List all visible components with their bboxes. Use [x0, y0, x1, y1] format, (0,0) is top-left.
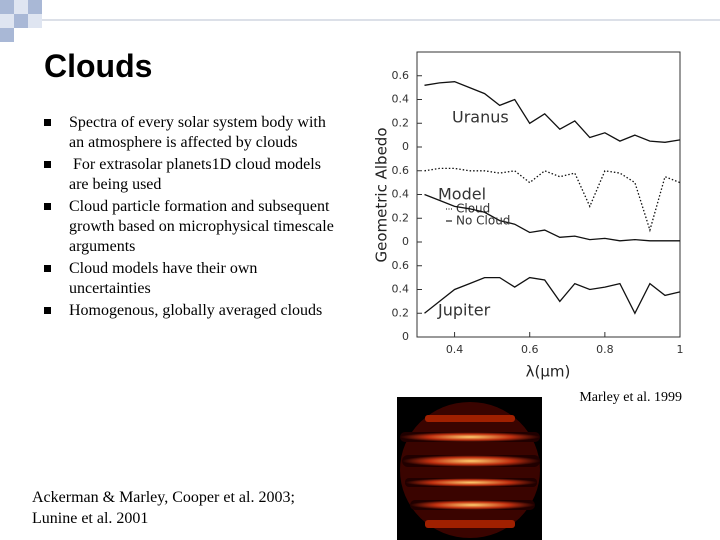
- y-tick-label: 0: [402, 235, 409, 248]
- x-axis-label: λ(μm): [526, 363, 571, 381]
- panel-label: Uranus: [452, 108, 509, 127]
- bullet: Cloud models have their own uncertaintie…: [44, 259, 334, 299]
- y-tick-label: 0.4: [392, 283, 410, 296]
- figure-credit: Marley et al. 1999: [579, 390, 682, 405]
- x-tick-label: 0.4: [446, 343, 464, 356]
- bullet-list: Spectra of every solar system body with …: [44, 113, 334, 323]
- y-tick-label: 0.6: [392, 164, 410, 177]
- spectrum-line: [424, 276, 681, 315]
- x-tick-label: 1: [677, 343, 684, 356]
- bullet: Cloud particle formation and subsequent …: [44, 197, 334, 257]
- spectrum-line: [424, 81, 681, 143]
- y-tick-label: 0.2: [392, 116, 410, 129]
- bullet: Homogenous, globally averaged clouds: [44, 301, 334, 321]
- citation: Ackerman & Marley, Cooper et al. 2003; L…: [32, 487, 295, 529]
- y-tick-label: 0.4: [392, 93, 410, 106]
- x-tick-label: 0.8: [596, 343, 614, 356]
- bullet: Spectra of every solar system body with …: [44, 113, 334, 153]
- y-tick-label: 0.4: [392, 188, 410, 201]
- y-tick-label: 0.6: [392, 259, 410, 272]
- x-tick-label: 0.6: [521, 343, 539, 356]
- y-tick-label: 0.2: [392, 306, 410, 319]
- panel-label: Jupiter: [437, 301, 491, 320]
- y-tick-label: 0.2: [392, 211, 410, 224]
- bullet: For extrasolar planets1D cloud models ar…: [44, 155, 334, 195]
- y-tick-label: 0.6: [392, 69, 410, 82]
- slide-title: Clouds: [44, 48, 153, 84]
- citation-line: Lunine et al. 2001: [32, 510, 149, 527]
- y-tick-label: 0: [402, 330, 409, 343]
- y-axis-label: Geometric Albedo: [373, 128, 391, 263]
- spectrum-line: [424, 193, 680, 242]
- spectrum-line: [424, 167, 681, 233]
- y-tick-label: 0: [402, 140, 409, 153]
- citation-line: Ackerman & Marley, Cooper et al. 2003;: [32, 489, 295, 506]
- panel-label: Model: [438, 185, 486, 204]
- legend-label: No Cloud: [456, 214, 510, 228]
